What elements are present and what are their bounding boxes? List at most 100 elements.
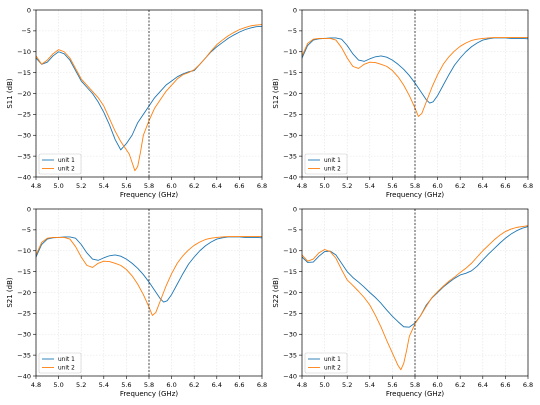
x-tick-label: 6.4 — [212, 381, 222, 389]
y-tick-label: −35 — [17, 351, 31, 359]
legend-label: unit 1 — [58, 158, 75, 164]
legend-box — [38, 352, 82, 374]
y-tick-label: −30 — [283, 132, 297, 140]
series-line-2 — [302, 37, 528, 117]
x-tick-label: 5.2 — [76, 381, 86, 389]
series-line-2 — [302, 225, 528, 371]
x-tick-label: 6.2 — [189, 182, 199, 190]
y-tick-label: 0 — [27, 205, 31, 213]
x-tick-label: 6.6 — [234, 182, 244, 190]
y-tick-label: 0 — [293, 6, 297, 14]
x-tick-label: 6.4 — [478, 381, 488, 389]
x-tick-label: 4.8 — [297, 381, 307, 389]
x-tick-label: 5.0 — [53, 381, 63, 389]
x-tick-label: 6.0 — [166, 381, 176, 389]
y-tick-label: −40 — [17, 173, 31, 181]
y-tick-label: −10 — [17, 247, 31, 255]
legend-label: unit 1 — [324, 357, 341, 363]
x-tick-label: 5.4 — [365, 381, 375, 389]
series-line-2 — [36, 24, 262, 172]
y-tick-label: −10 — [17, 48, 31, 56]
x-tick-label: 6.8 — [257, 182, 267, 190]
x-tick-label: 5.2 — [342, 381, 352, 389]
y-tick-label: −25 — [17, 111, 31, 119]
chart-panel-2: 4.8 5.0 5.2 5.4 5.6 5.8 6.0 6.2 6.4 6.6 6.8 0 −5 −10 −… — [272, 6, 533, 199]
x-tick-label: 6.6 — [500, 182, 510, 190]
y-tick-label: −30 — [17, 132, 31, 140]
x-tick-label: 4.8 — [31, 182, 41, 190]
x-tick-label: 5.4 — [365, 182, 375, 190]
x-tick-label: 6.6 — [234, 381, 244, 389]
y-tick-label: −15 — [283, 268, 297, 276]
x-axis-label: Frequency (GHz) — [120, 191, 178, 199]
x-tick-label: 5.6 — [387, 381, 397, 389]
x-tick-label: 6.0 — [432, 381, 442, 389]
x-tick-label: 5.8 — [144, 381, 154, 389]
chart-panel-4: 4.8 5.0 5.2 5.4 5.6 5.8 6.0 6.2 6.4 6.6 6.8 0 −5 −10 −… — [272, 205, 533, 398]
x-tick-label: 5.0 — [319, 182, 329, 190]
y-tick-label: −20 — [283, 90, 297, 98]
legend-box — [304, 352, 348, 374]
y-tick-label: −15 — [17, 69, 31, 77]
y-tick-label: −15 — [283, 69, 297, 77]
series-line-2 — [36, 236, 262, 316]
x-tick-label: 4.8 — [297, 182, 307, 190]
plot-frame — [35, 208, 263, 377]
x-tick-label: 6.8 — [257, 381, 267, 389]
y-axis-label: S12 (dB) — [272, 78, 280, 109]
y-tick-label: −20 — [283, 289, 297, 297]
y-tick-label: −5 — [21, 27, 31, 35]
chart-panel-1: 4.8 5.0 5.2 5.4 5.6 5.8 6.0 6.2 6.4 6.6 6.8 0 −5 −10 −… — [6, 6, 267, 199]
y-tick-label: −10 — [283, 247, 297, 255]
x-tick-label: 5.2 — [76, 182, 86, 190]
plot-frame — [301, 9, 529, 178]
x-tick-label: 5.6 — [121, 182, 131, 190]
y-tick-label: −40 — [283, 372, 297, 380]
y-tick-label: −25 — [17, 310, 31, 318]
y-axis-label: S11 (dB) — [6, 78, 14, 109]
plot-frame — [35, 9, 263, 178]
x-tick-label: 5.8 — [144, 182, 154, 190]
x-axis-label: Frequency (GHz) — [120, 390, 178, 398]
y-tick-label: −35 — [283, 152, 297, 160]
y-tick-label: −30 — [17, 331, 31, 339]
y-tick-label: −25 — [283, 310, 297, 318]
x-tick-label: 5.2 — [342, 182, 352, 190]
series-line-1 — [36, 236, 262, 303]
y-tick-label: −40 — [283, 173, 297, 181]
legend-label: unit 2 — [324, 366, 341, 372]
x-tick-label: 6.6 — [500, 381, 510, 389]
series-line-1 — [302, 37, 528, 104]
legend-label: unit 1 — [324, 158, 341, 164]
x-tick-label: 5.8 — [410, 381, 420, 389]
x-tick-label: 5.0 — [53, 182, 63, 190]
legend-label: unit 2 — [324, 167, 341, 173]
x-axis-label: Frequency (GHz) — [386, 390, 444, 398]
x-tick-label: 6.2 — [455, 381, 465, 389]
x-tick-label: 6.0 — [432, 182, 442, 190]
x-tick-label: 5.0 — [319, 381, 329, 389]
y-axis-label: S21 (dB) — [6, 277, 14, 308]
x-tick-label: 6.4 — [212, 182, 222, 190]
y-tick-label: −35 — [17, 152, 31, 160]
y-tick-label: −20 — [17, 90, 31, 98]
y-tick-label: 0 — [27, 6, 31, 14]
y-tick-label: −25 — [283, 111, 297, 119]
legend-box — [304, 153, 348, 175]
y-tick-label: −5 — [21, 226, 31, 234]
y-tick-label: −10 — [283, 48, 297, 56]
y-tick-label: −30 — [283, 331, 297, 339]
y-tick-label: −5 — [287, 27, 297, 35]
x-tick-label: 5.8 — [410, 182, 420, 190]
legend-label: unit 1 — [58, 357, 75, 363]
y-tick-label: 0 — [293, 205, 297, 213]
y-tick-label: −40 — [17, 372, 31, 380]
x-axis-label: Frequency (GHz) — [386, 191, 444, 199]
y-tick-label: −35 — [283, 351, 297, 359]
x-tick-label: 6.8 — [523, 182, 533, 190]
y-tick-label: −20 — [17, 289, 31, 297]
y-tick-label: −15 — [17, 268, 31, 276]
x-tick-label: 5.4 — [99, 182, 109, 190]
x-tick-label: 5.4 — [99, 381, 109, 389]
x-tick-label: 6.8 — [523, 381, 533, 389]
